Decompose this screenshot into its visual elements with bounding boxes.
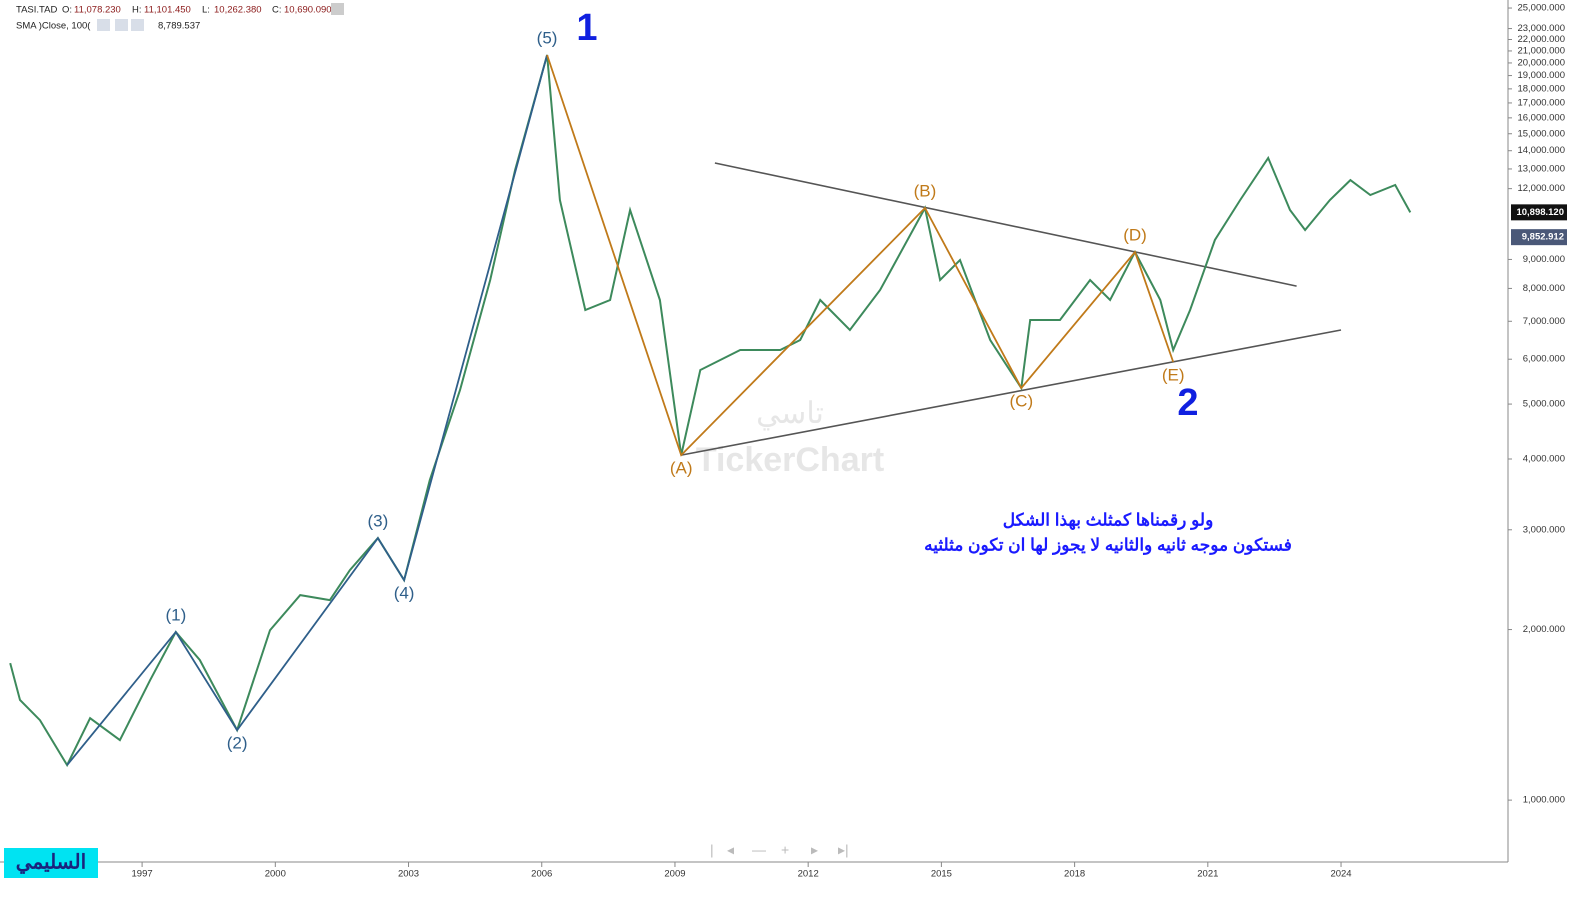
y-tick-label: 9,000.000 <box>1523 254 1565 265</box>
y-tick-label: 8,000.000 <box>1523 283 1565 294</box>
wave-label: (4) <box>394 584 415 603</box>
indicator-button[interactable] <box>115 19 128 31</box>
y-tick-label: 12,000.000 <box>1517 183 1565 194</box>
x-tick-label: 2003 <box>398 869 419 880</box>
price-marker-label: 9,852.912 <box>1522 232 1564 243</box>
wave-degree-label: 1 <box>576 7 597 49</box>
ohlc-value: 10,690.090 <box>284 5 332 16</box>
x-tick-label: 2024 <box>1330 869 1351 880</box>
wave-label: (B) <box>914 181 937 200</box>
wave-line <box>66 54 548 766</box>
x-tick-label: 1997 <box>132 869 153 880</box>
y-tick-label: 23,000.000 <box>1517 23 1565 34</box>
y-tick-label: 18,000.000 <box>1517 83 1565 94</box>
x-tick-label: 2006 <box>531 869 552 880</box>
watermark: تاسي <box>756 397 824 430</box>
wave-label: (A) <box>670 459 693 478</box>
nav-icon[interactable]: — <box>752 842 766 858</box>
y-tick-label: 21,000.000 <box>1517 45 1565 56</box>
y-tick-label: 25,000.000 <box>1517 3 1565 14</box>
wave-label: (2) <box>227 734 248 753</box>
trendline <box>681 329 1342 456</box>
nav-icon[interactable]: ◂ <box>727 842 734 858</box>
y-tick-label: 15,000.000 <box>1517 128 1565 139</box>
nav-icon[interactable]: ▸| <box>838 842 849 858</box>
wave-label: (3) <box>367 512 388 531</box>
x-tick-label: 2021 <box>1197 869 1218 880</box>
trendline <box>714 162 1297 287</box>
price-line <box>9 54 1412 768</box>
indicator-button[interactable] <box>131 19 144 31</box>
wave-label: (D) <box>1123 225 1147 244</box>
ohlc-value: 11,078.230 <box>74 5 121 16</box>
indicator: SMA )Close, 100( <box>16 21 91 32</box>
price-marker-label: 10,898.120 <box>1516 207 1564 218</box>
y-tick-label: 20,000.000 <box>1517 57 1565 68</box>
y-tick-label: 19,000.000 <box>1517 70 1565 81</box>
x-tick-label: 2012 <box>798 869 819 880</box>
ohlc-value: 10,262.380 <box>214 5 262 16</box>
ohlc-label: C: <box>272 5 282 16</box>
y-tick-label: 5,000.000 <box>1523 399 1565 410</box>
watermark: TickerChart <box>696 441 884 479</box>
ohlc-label: O: <box>62 5 72 16</box>
ohlc-value: 11,101.450 <box>144 5 191 16</box>
note-line: ولو رقمناها كمثلث بهذا الشكل <box>1003 510 1214 530</box>
price-marker <box>1511 204 1567 221</box>
wave-label: (1) <box>165 606 186 625</box>
wave-label: (5) <box>537 28 558 47</box>
nav-icon[interactable]: + <box>781 842 789 858</box>
y-tick-label: 6,000.000 <box>1523 354 1565 365</box>
wave-label: (E) <box>1162 366 1185 385</box>
signature-box <box>4 848 98 878</box>
y-tick-label: 2,000.000 <box>1523 624 1565 635</box>
y-tick-label: 3,000.000 <box>1523 524 1565 535</box>
indicator-value: 8,789.537 <box>158 21 200 32</box>
nav-icon[interactable]: | <box>710 842 714 858</box>
y-tick-label: 22,000.000 <box>1517 34 1565 45</box>
nav-controls: | ◂ — + ▸ ▸| <box>710 842 849 858</box>
header-button[interactable] <box>331 3 344 15</box>
wave-label: (C) <box>1010 391 1034 410</box>
y-tick-label: 7,000.000 <box>1523 316 1565 327</box>
note-line: فستكون موجه ثانيه والثانيه لا يجوز لها ا… <box>924 535 1292 555</box>
y-tick-label: 1,000.000 <box>1523 795 1565 806</box>
x-tick-label: 2015 <box>931 869 952 880</box>
x-tick-label: 2009 <box>664 869 685 880</box>
indicator-button[interactable] <box>97 19 110 31</box>
y-tick-label: 17,000.000 <box>1517 97 1565 108</box>
wave-degree-label: 2 <box>1177 382 1198 424</box>
wave-line <box>546 54 1175 457</box>
ohlc-label: L: <box>202 5 210 16</box>
ohlc-label: H: <box>132 5 142 16</box>
price-marker <box>1511 229 1567 246</box>
y-tick-label: 14,000.000 <box>1517 145 1565 156</box>
y-tick-label: 16,000.000 <box>1517 112 1565 123</box>
signature: السليمي <box>16 851 86 874</box>
x-tick-label: 2000 <box>265 869 286 880</box>
symbol: TASI.TAD <box>16 5 57 16</box>
x-tick-label: 2018 <box>1064 869 1085 880</box>
nav-icon[interactable]: ▸ <box>811 842 818 858</box>
y-tick-label: 4,000.000 <box>1523 454 1565 465</box>
y-tick-label: 13,000.000 <box>1517 163 1565 174</box>
